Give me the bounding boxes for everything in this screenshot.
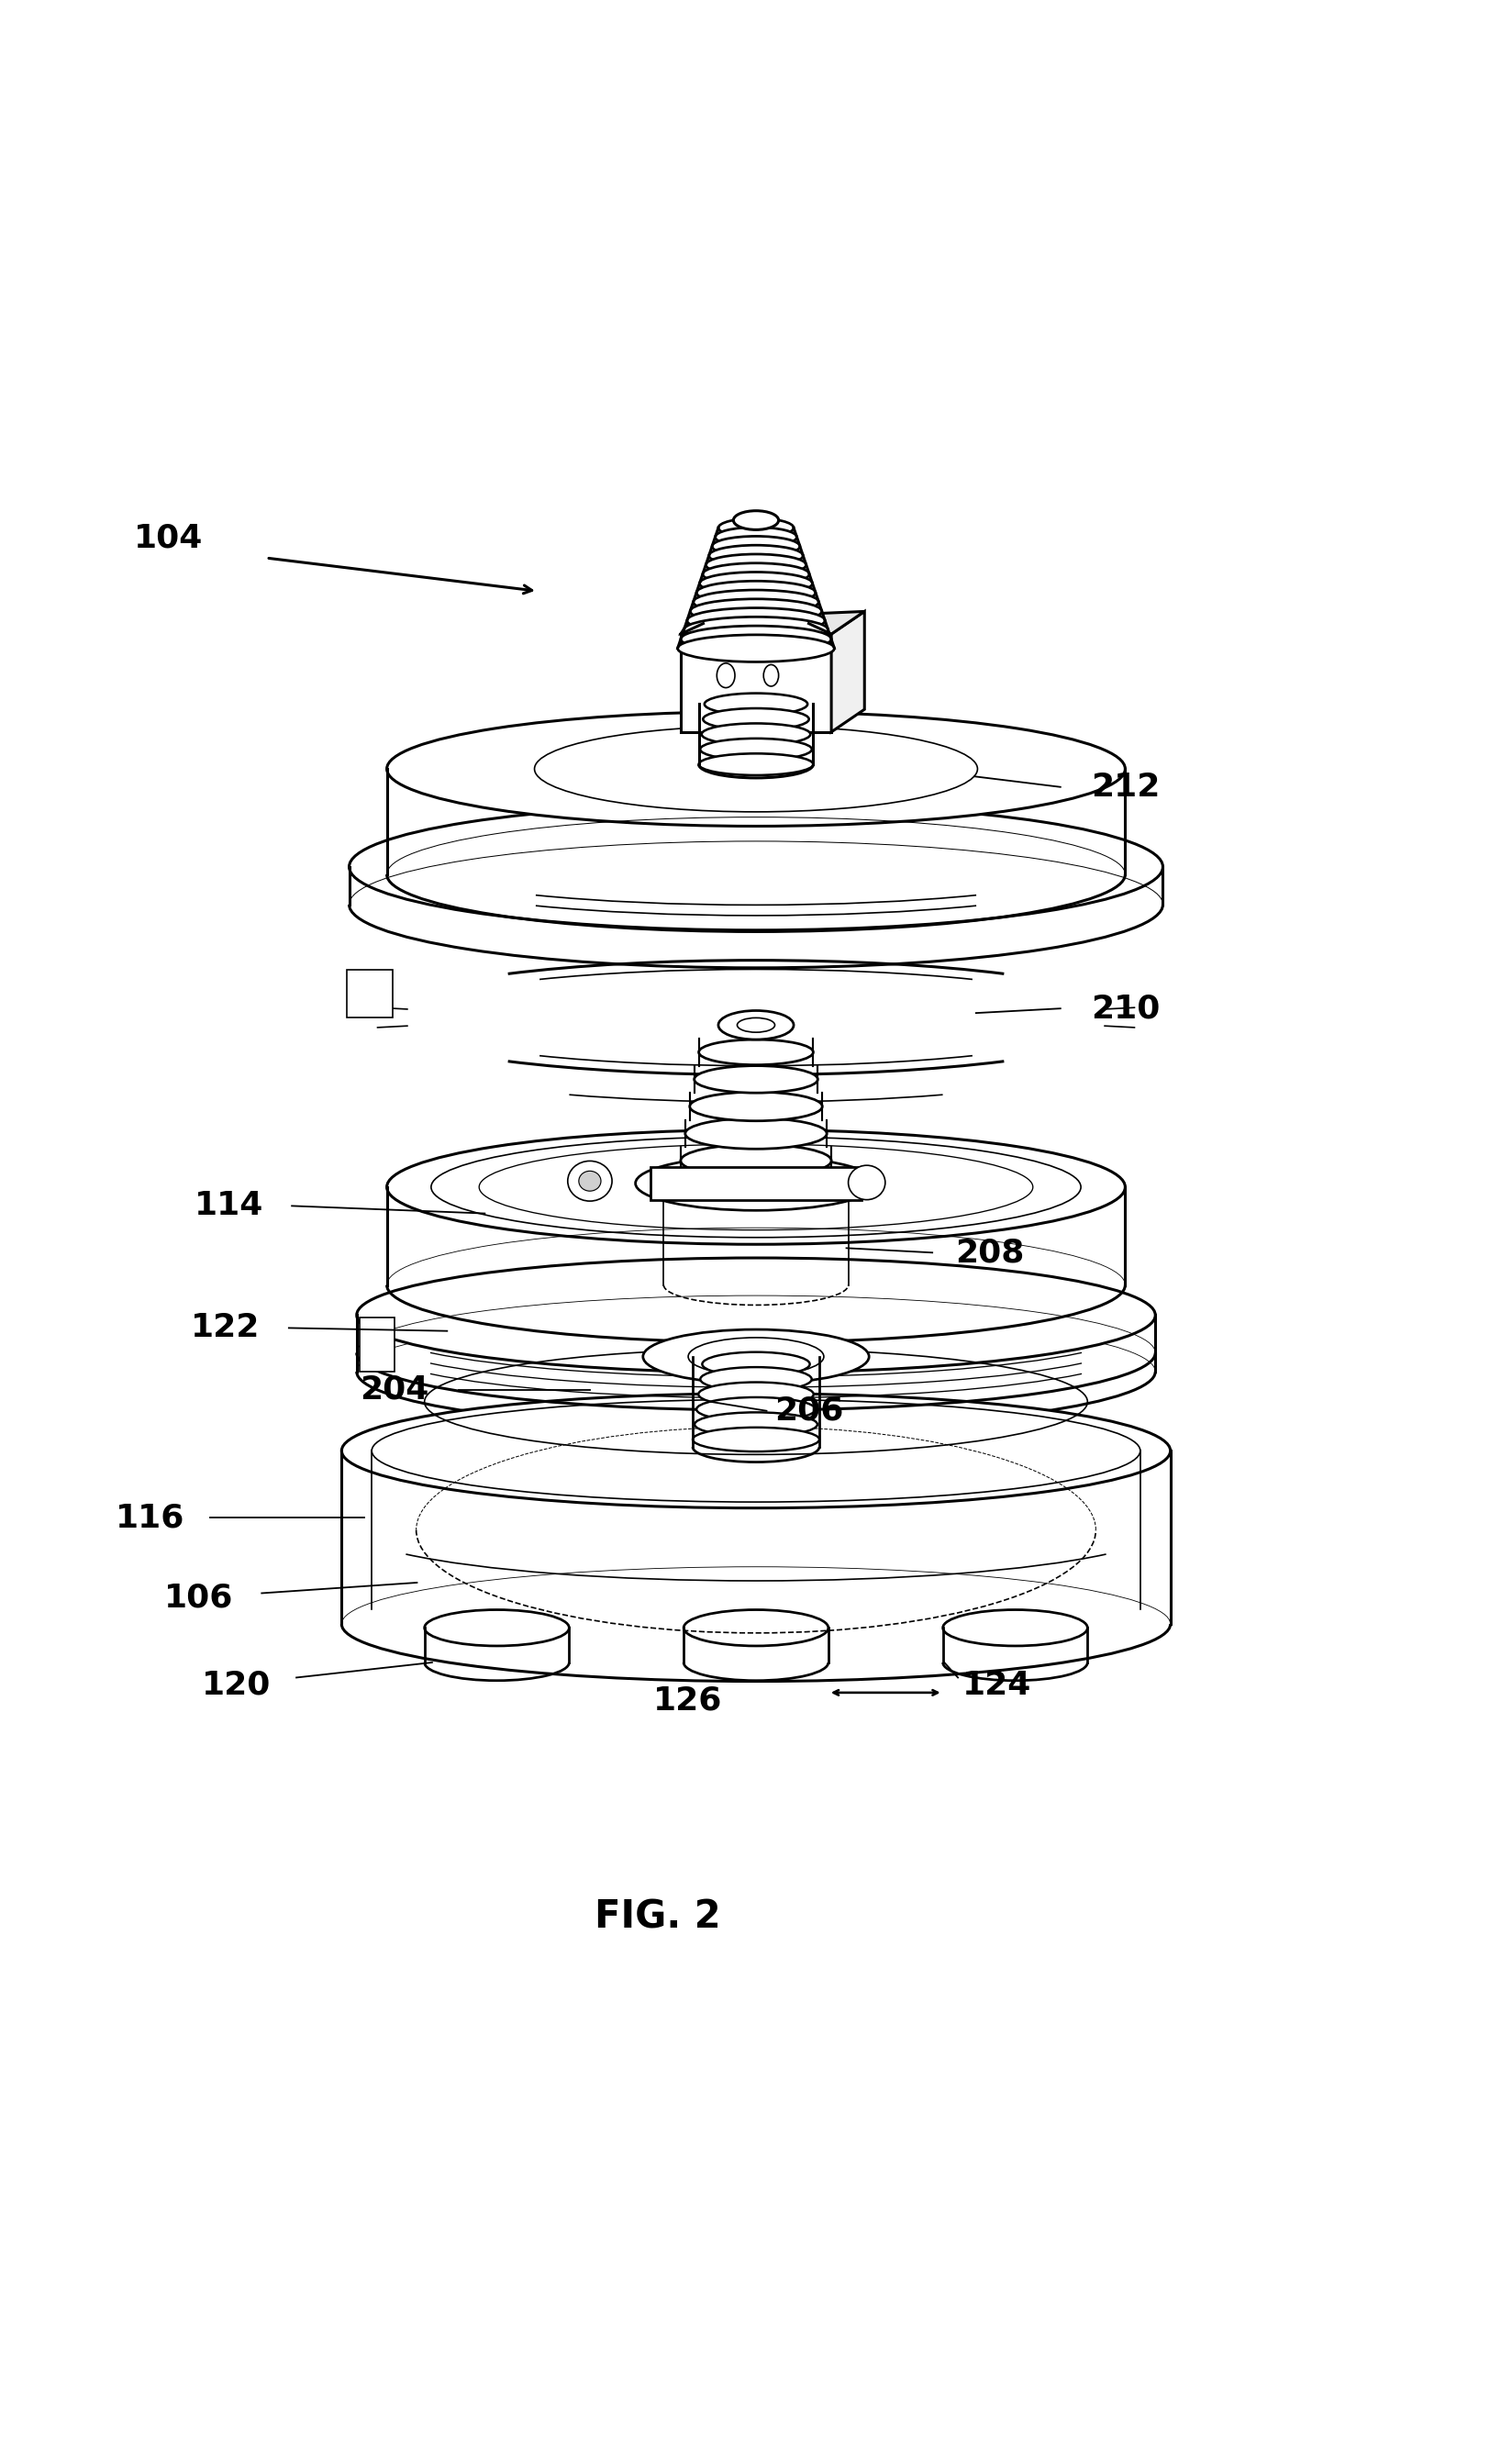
Ellipse shape (700, 1366, 812, 1391)
Text: 204: 204 (360, 1373, 429, 1405)
Ellipse shape (697, 1398, 815, 1423)
Ellipse shape (387, 1130, 1125, 1243)
Polygon shape (650, 1167, 862, 1199)
Ellipse shape (694, 1413, 818, 1437)
Ellipse shape (943, 1609, 1087, 1646)
Text: 120: 120 (201, 1668, 271, 1700)
Ellipse shape (709, 545, 803, 565)
Ellipse shape (700, 740, 812, 759)
Ellipse shape (425, 1609, 569, 1646)
Ellipse shape (683, 617, 829, 644)
Ellipse shape (699, 1383, 813, 1405)
Ellipse shape (342, 1393, 1170, 1509)
Text: 208: 208 (956, 1236, 1024, 1268)
Ellipse shape (848, 1165, 885, 1199)
Polygon shape (680, 612, 865, 634)
Ellipse shape (387, 713, 1125, 826)
Ellipse shape (635, 1157, 877, 1211)
Ellipse shape (703, 708, 809, 730)
Polygon shape (348, 971, 393, 1017)
Text: 106: 106 (163, 1582, 233, 1614)
Ellipse shape (689, 600, 823, 624)
Text: 212: 212 (1090, 771, 1160, 803)
Ellipse shape (349, 803, 1163, 931)
Ellipse shape (702, 722, 810, 744)
Ellipse shape (680, 627, 832, 651)
Ellipse shape (712, 536, 800, 555)
Ellipse shape (700, 572, 812, 595)
Text: 104: 104 (133, 523, 203, 553)
Ellipse shape (699, 754, 813, 776)
Ellipse shape (579, 1172, 600, 1192)
Text: 210: 210 (1090, 993, 1160, 1025)
Ellipse shape (694, 590, 818, 614)
Ellipse shape (718, 518, 794, 538)
Ellipse shape (677, 634, 835, 661)
Ellipse shape (689, 1091, 823, 1120)
Ellipse shape (738, 1017, 774, 1032)
Ellipse shape (764, 666, 779, 686)
Ellipse shape (643, 1329, 869, 1383)
Ellipse shape (718, 1010, 794, 1039)
Ellipse shape (692, 1428, 820, 1452)
Polygon shape (360, 1317, 395, 1371)
Ellipse shape (706, 555, 806, 575)
Text: 124: 124 (963, 1668, 1031, 1700)
Ellipse shape (694, 1066, 818, 1093)
Ellipse shape (683, 1609, 829, 1646)
Text: 122: 122 (191, 1312, 260, 1344)
Polygon shape (832, 612, 865, 732)
Ellipse shape (697, 580, 815, 604)
Ellipse shape (686, 607, 826, 634)
Text: FIG. 2: FIG. 2 (594, 1897, 721, 1936)
Ellipse shape (717, 663, 735, 688)
Ellipse shape (703, 563, 809, 585)
Ellipse shape (705, 693, 807, 715)
Ellipse shape (733, 511, 779, 531)
Ellipse shape (699, 1039, 813, 1064)
Ellipse shape (685, 1118, 827, 1150)
Ellipse shape (680, 1145, 832, 1177)
Text: 116: 116 (115, 1501, 184, 1533)
Polygon shape (680, 634, 832, 732)
Ellipse shape (715, 528, 797, 548)
Ellipse shape (357, 1258, 1155, 1373)
Text: 206: 206 (774, 1396, 844, 1428)
Text: 126: 126 (653, 1686, 723, 1715)
Ellipse shape (567, 1162, 612, 1201)
Text: 114: 114 (194, 1189, 263, 1221)
Ellipse shape (702, 1351, 810, 1376)
